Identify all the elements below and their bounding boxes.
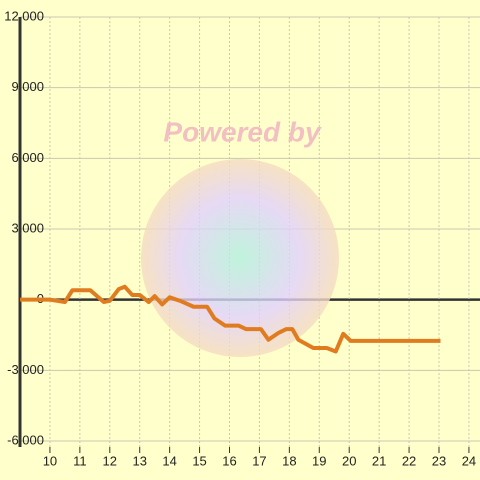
x-tick-label: 13 — [132, 453, 146, 468]
y-tick-label: 9,000 — [11, 79, 44, 94]
watermark: Powered by — [163, 116, 322, 147]
x-tick-label: 24 — [462, 453, 476, 468]
y-tick-label: -6,000 — [7, 432, 44, 447]
x-tick-label: 20 — [342, 453, 356, 468]
x-tick-label: 18 — [282, 453, 296, 468]
x-tick-label: 15 — [192, 453, 206, 468]
x-tick-label: 22 — [402, 453, 416, 468]
y-tick-label: 12,000 — [4, 8, 44, 23]
x-tick-label: 16 — [222, 453, 236, 468]
y-tick-label: -3,000 — [7, 362, 44, 377]
x-tick-label: 19 — [312, 453, 326, 468]
x-tick-label: 17 — [252, 453, 266, 468]
x-tick-label: 21 — [372, 453, 386, 468]
x-tick-label: 12 — [103, 453, 117, 468]
x-tick-label: 23 — [432, 453, 446, 468]
x-tick-label: 14 — [162, 453, 176, 468]
x-tick-label: 10 — [43, 453, 57, 468]
line — [20, 284, 441, 354]
y-tick-label: 6,000 — [11, 150, 44, 165]
y-tick-label: 3,000 — [11, 220, 44, 235]
x-tick-label: 11 — [73, 453, 87, 468]
